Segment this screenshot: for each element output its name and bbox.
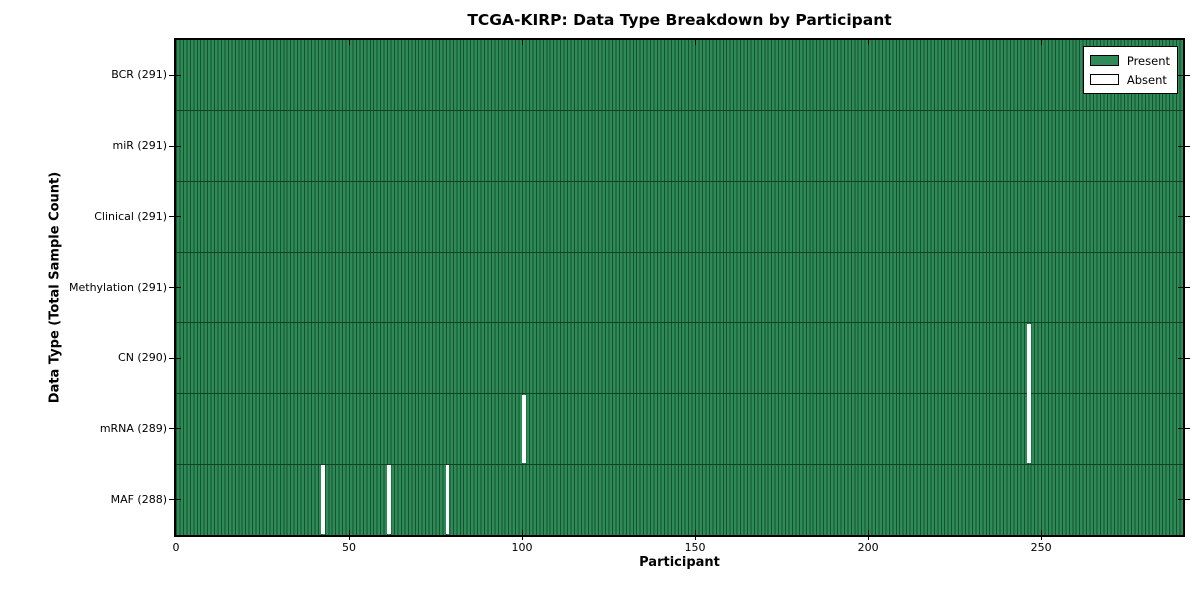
y-tick-mark (1185, 145, 1190, 147)
y-tick-mark (1178, 287, 1183, 288)
x-tick-mark (521, 40, 523, 45)
y-tick-mark (1185, 357, 1190, 359)
x-tick-mark (348, 40, 350, 45)
y-tick-mark (169, 357, 174, 359)
x-axis-label: Participant (639, 555, 720, 570)
y-tick-mark (1178, 216, 1183, 218)
plot-area: Present Absent (169, 38, 1190, 540)
row-divider (176, 393, 1183, 395)
x-tick-mark (867, 530, 869, 535)
absent-gap-mRNA-246 (1027, 392, 1031, 464)
legend-label-present: Present (1126, 53, 1170, 68)
y-tick-mark (176, 428, 181, 430)
y-tick-mark (1185, 216, 1190, 218)
y-tick-label-Clinical: Clinical (291) (94, 209, 167, 223)
row-divider (176, 322, 1183, 324)
legend-swatch-absent-icon (1089, 74, 1119, 85)
y-tick-mark (176, 287, 181, 288)
absent-gap-mRNA-100 (522, 394, 526, 464)
y-tick-mark (169, 287, 174, 288)
legend: Present Absent (1082, 46, 1178, 94)
absent-gap-CN-246 (1027, 323, 1031, 396)
x-tick-mark (1040, 537, 1042, 540)
x-tick-mark (867, 537, 869, 540)
y-tick-label-mRNA: mRNA (289) (99, 421, 167, 435)
x-tick-mark (1040, 530, 1042, 535)
y-tick-mark (1178, 357, 1183, 359)
y-tick-mark (1185, 499, 1190, 501)
x-tick-mark (348, 537, 350, 540)
y-tick-label-Methylation: Methylation (291) (69, 280, 167, 294)
y-tick-label-BCR: BCR (291) (111, 68, 167, 82)
x-tick-label: 250 (1030, 541, 1052, 554)
y-tick-mark (1178, 74, 1183, 76)
y-tick-mark (1185, 428, 1190, 430)
y-tick-label-CN: CN (290) (118, 351, 167, 365)
x-tick-mark (867, 40, 869, 45)
y-tick-mark (1178, 145, 1183, 147)
x-tick-mark (694, 40, 696, 45)
y-tick-mark (169, 74, 174, 76)
y-tick-label-MAF: MAF (288) (110, 492, 167, 506)
y-tick-mark (176, 145, 181, 147)
y-tick-mark (1178, 428, 1183, 430)
x-tick-label: 200 (857, 541, 879, 554)
legend-item-present: Present (1089, 51, 1170, 70)
y-tick-mark (176, 499, 181, 501)
x-tick-mark (521, 530, 523, 535)
legend-swatch-present-icon (1089, 55, 1119, 66)
x-tick-mark (1040, 40, 1042, 45)
y-tick-mark (169, 145, 174, 147)
x-tick-mark (694, 537, 696, 540)
y-tick-mark (1178, 499, 1183, 501)
y-tick-mark (169, 499, 174, 501)
y-tick-mark (176, 357, 181, 359)
y-tick-mark (176, 216, 181, 218)
x-tick-mark (521, 537, 523, 540)
y-tick-mark (176, 74, 181, 76)
absent-gap-MAF-42 (321, 465, 325, 534)
row-divider (176, 463, 1183, 465)
x-tick-label: 100 (511, 541, 533, 554)
x-tick-label: 50 (342, 541, 357, 554)
chart-title: TCGA-KIRP: Data Type Breakdown by Partic… (467, 11, 892, 29)
absent-gap-MAF-78 (445, 465, 450, 534)
legend-label-absent: Absent (1126, 72, 1167, 87)
row-divider (176, 110, 1183, 112)
y-tick-mark (1185, 287, 1190, 288)
y-tick-mark (1185, 74, 1190, 76)
absent-gap-MAF-61 (387, 465, 391, 534)
row-divider (176, 251, 1183, 253)
row-divider (176, 180, 1183, 182)
x-tick-label: 0 (172, 541, 180, 554)
legend-item-absent: Absent (1089, 70, 1170, 89)
x-tick-mark (348, 530, 350, 535)
y-tick-mark (169, 428, 174, 430)
x-tick-label: 150 (684, 541, 706, 554)
y-tick-mark (169, 216, 174, 218)
x-tick-mark (694, 530, 696, 535)
y-tick-label-miR: miR (291) (112, 139, 168, 153)
